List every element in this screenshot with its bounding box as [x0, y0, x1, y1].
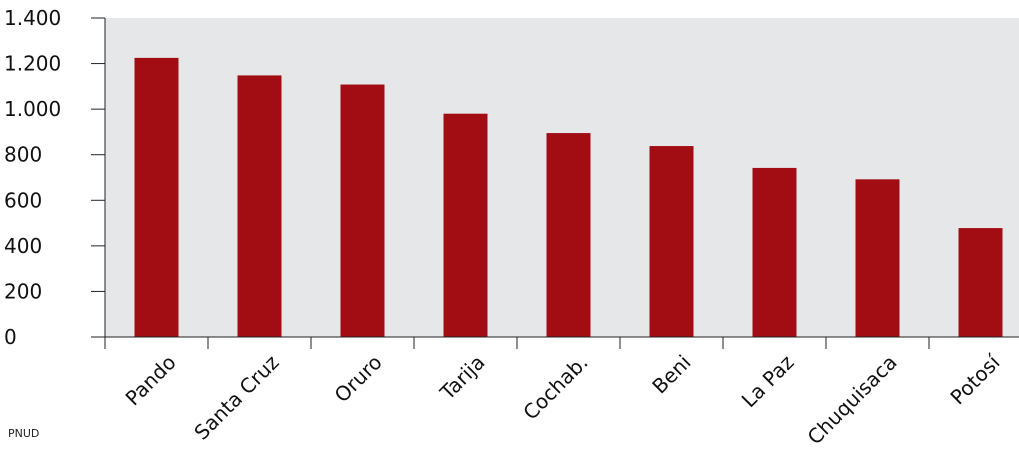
y-tick-label: 1.200	[4, 52, 61, 76]
bar	[958, 228, 1003, 337]
x-tick-label: Santa Cruz	[189, 350, 283, 444]
bar	[134, 57, 179, 337]
x-tick-label: La Paz	[737, 350, 799, 412]
bar	[237, 75, 282, 338]
bar	[855, 179, 900, 337]
y-tick-label: 200	[4, 279, 42, 303]
y-tick-label: 600	[4, 188, 42, 212]
y-tick-label: 1.400	[4, 6, 61, 30]
x-tick-label: Potosí	[945, 349, 1005, 409]
x-tick-label: Pando	[121, 350, 181, 410]
x-tick-label: Oruro	[330, 350, 387, 407]
x-axis: Pando Santa Cruz Oruro Tarija Cochab. Beni La …	[104, 336, 1019, 449]
y-tick-label: 400	[4, 234, 42, 258]
y-tick-label: 1.000	[4, 97, 61, 121]
bars-group	[134, 57, 1003, 338]
bar	[546, 133, 591, 337]
bar	[649, 146, 694, 337]
source-note: PNUD	[8, 427, 40, 440]
y-tick-label: 0	[4, 325, 17, 349]
bar	[752, 167, 797, 337]
bar	[443, 113, 488, 337]
x-tick-label: Beni	[647, 350, 695, 398]
y-tick-label: 800	[4, 143, 42, 167]
x-tick-label: Cochab.	[518, 350, 592, 424]
x-tick-label: Chuquisaca	[803, 350, 902, 449]
y-axis: 0 200 400 600 800 1.000 1.200 1.400	[4, 6, 106, 349]
x-tick-label: Tarija	[435, 350, 490, 405]
bar	[340, 84, 385, 337]
